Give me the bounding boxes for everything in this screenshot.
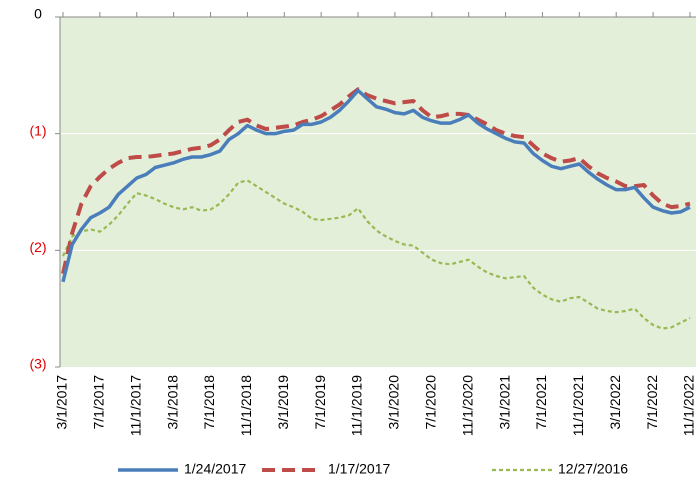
- legend-label: 1/24/2017: [184, 461, 246, 477]
- x-tick-label: 11/1/2022: [681, 375, 696, 436]
- y-tick-label: (2): [29, 239, 46, 255]
- x-tick-label: 7/1/2020: [423, 375, 439, 430]
- series-line: [61, 88, 691, 283]
- x-tick-label: 7/1/2019: [312, 375, 328, 430]
- x-tick-label: 3/1/2019: [275, 375, 291, 430]
- x-tick-label: 11/1/2021: [570, 375, 586, 436]
- legend-label: 12/27/2016: [558, 461, 628, 477]
- x-tick-label: 11/1/2020: [459, 375, 475, 436]
- plot-area: [60, 17, 696, 367]
- y-tick-label: 0: [34, 6, 42, 22]
- x-tick-label: 11/1/2019: [349, 375, 365, 436]
- y-tick-label: (1): [29, 122, 46, 138]
- y-tick-label: (3): [29, 356, 46, 372]
- x-tick-label: 11/1/2018: [238, 375, 254, 436]
- x-tick-label: 3/1/2017: [54, 375, 70, 430]
- x-tick-label: 3/1/2020: [386, 375, 402, 430]
- x-tick-label: 3/1/2022: [607, 375, 623, 430]
- series-line: [62, 179, 691, 330]
- x-tick-label: 11/1/2017: [127, 375, 143, 436]
- x-tick-label: 7/1/2022: [644, 375, 660, 430]
- x-tick-label: 7/1/2021: [533, 375, 549, 430]
- legend-label: 1/17/2017: [328, 461, 390, 477]
- series-line: [61, 87, 691, 275]
- x-tick-label: 7/1/2017: [91, 375, 107, 430]
- x-tick-label: 3/1/2021: [496, 375, 512, 430]
- x-tick-label: 7/1/2018: [201, 375, 217, 430]
- x-tick-label: 3/1/2018: [164, 375, 180, 430]
